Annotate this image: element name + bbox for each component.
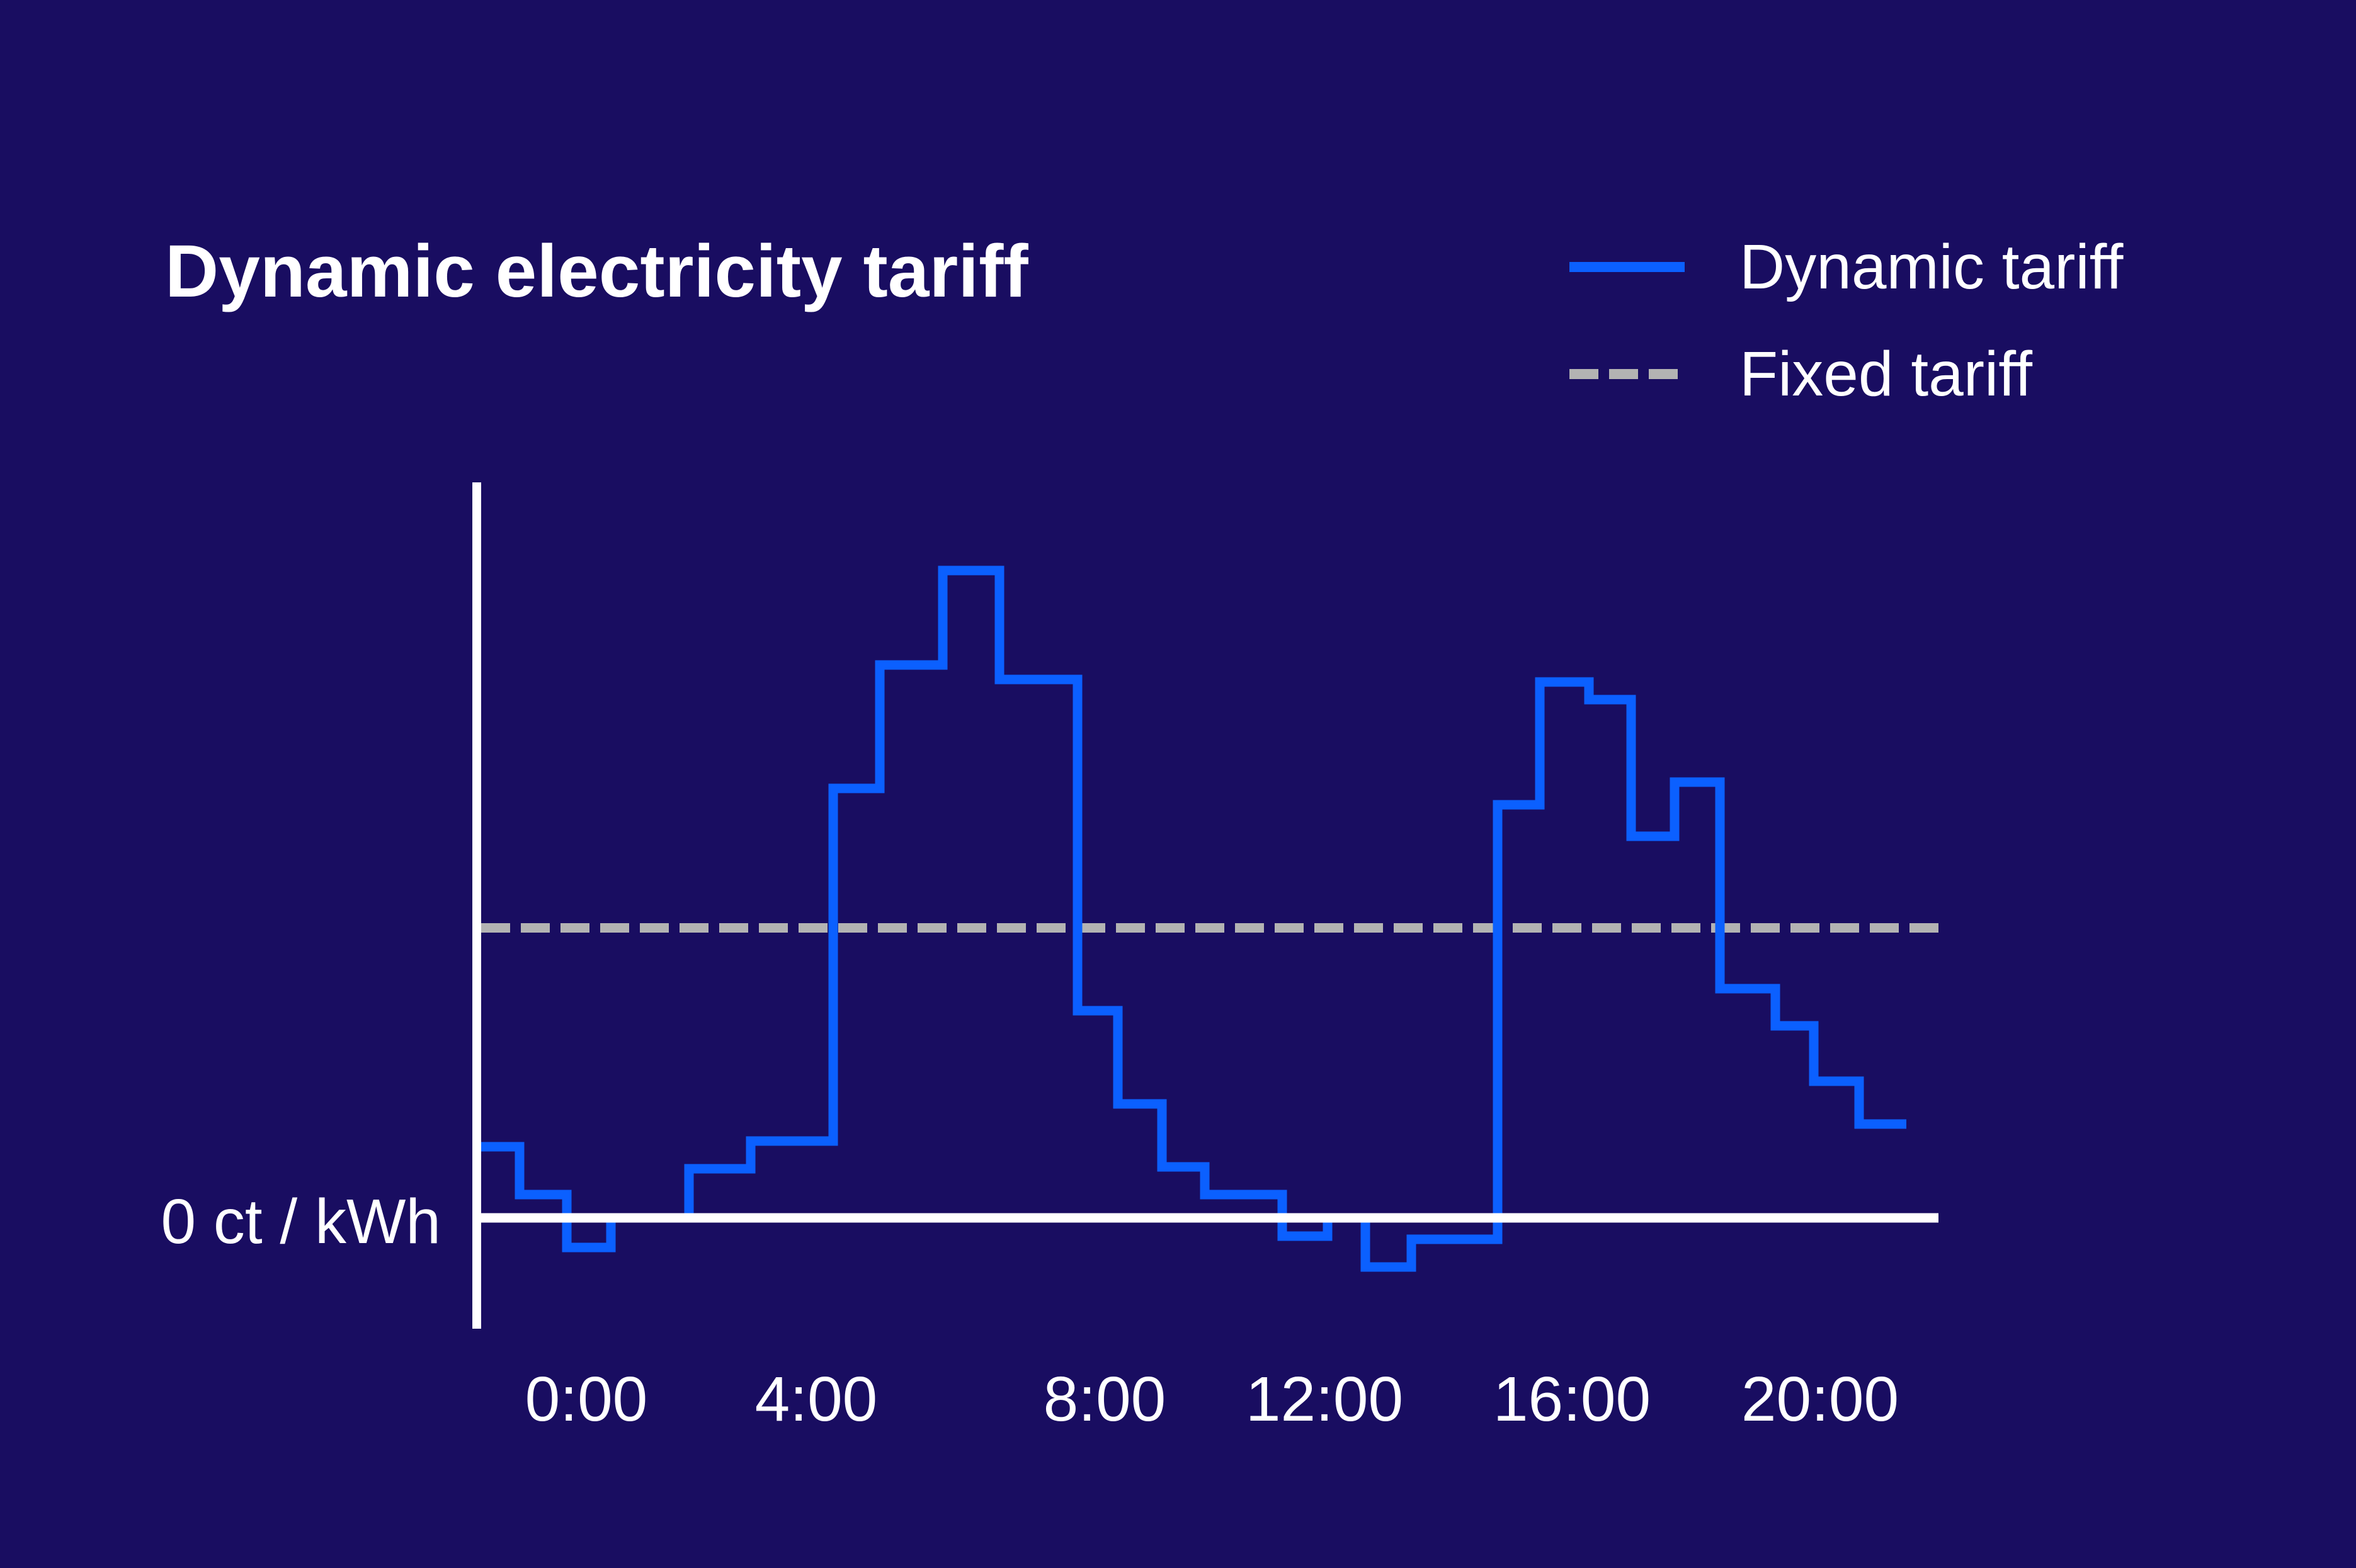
legend-item-fixed-tariff: Fixed tariff bbox=[1569, 343, 2123, 406]
solid-line-swatch bbox=[1569, 262, 1685, 272]
legend-label-dynamic: Dynamic tariff bbox=[1739, 232, 2124, 302]
x-tick-label: 20:00 bbox=[1741, 1364, 1899, 1434]
x-tick-label: 16:00 bbox=[1493, 1364, 1651, 1434]
y-axis-zero-label: 0 ct / kWh bbox=[161, 1186, 441, 1257]
dynamic-tariff-step-line bbox=[481, 565, 1906, 1272]
page-title: Dynamic electricity tariff bbox=[165, 230, 1028, 313]
dashed-line-swatch bbox=[1569, 369, 1685, 379]
legend: Dynamic tariff Fixed tariff bbox=[1569, 236, 2123, 406]
legend-item-dynamic-tariff: Dynamic tariff bbox=[1569, 236, 2123, 298]
legend-label-fixed: Fixed tariff bbox=[1739, 339, 2032, 409]
x-tick-label: 0:00 bbox=[525, 1364, 648, 1434]
x-tick-label: 4:00 bbox=[754, 1364, 878, 1434]
x-tick-label: 8:00 bbox=[1043, 1364, 1166, 1434]
x-tick-label: 12:00 bbox=[1245, 1364, 1404, 1434]
